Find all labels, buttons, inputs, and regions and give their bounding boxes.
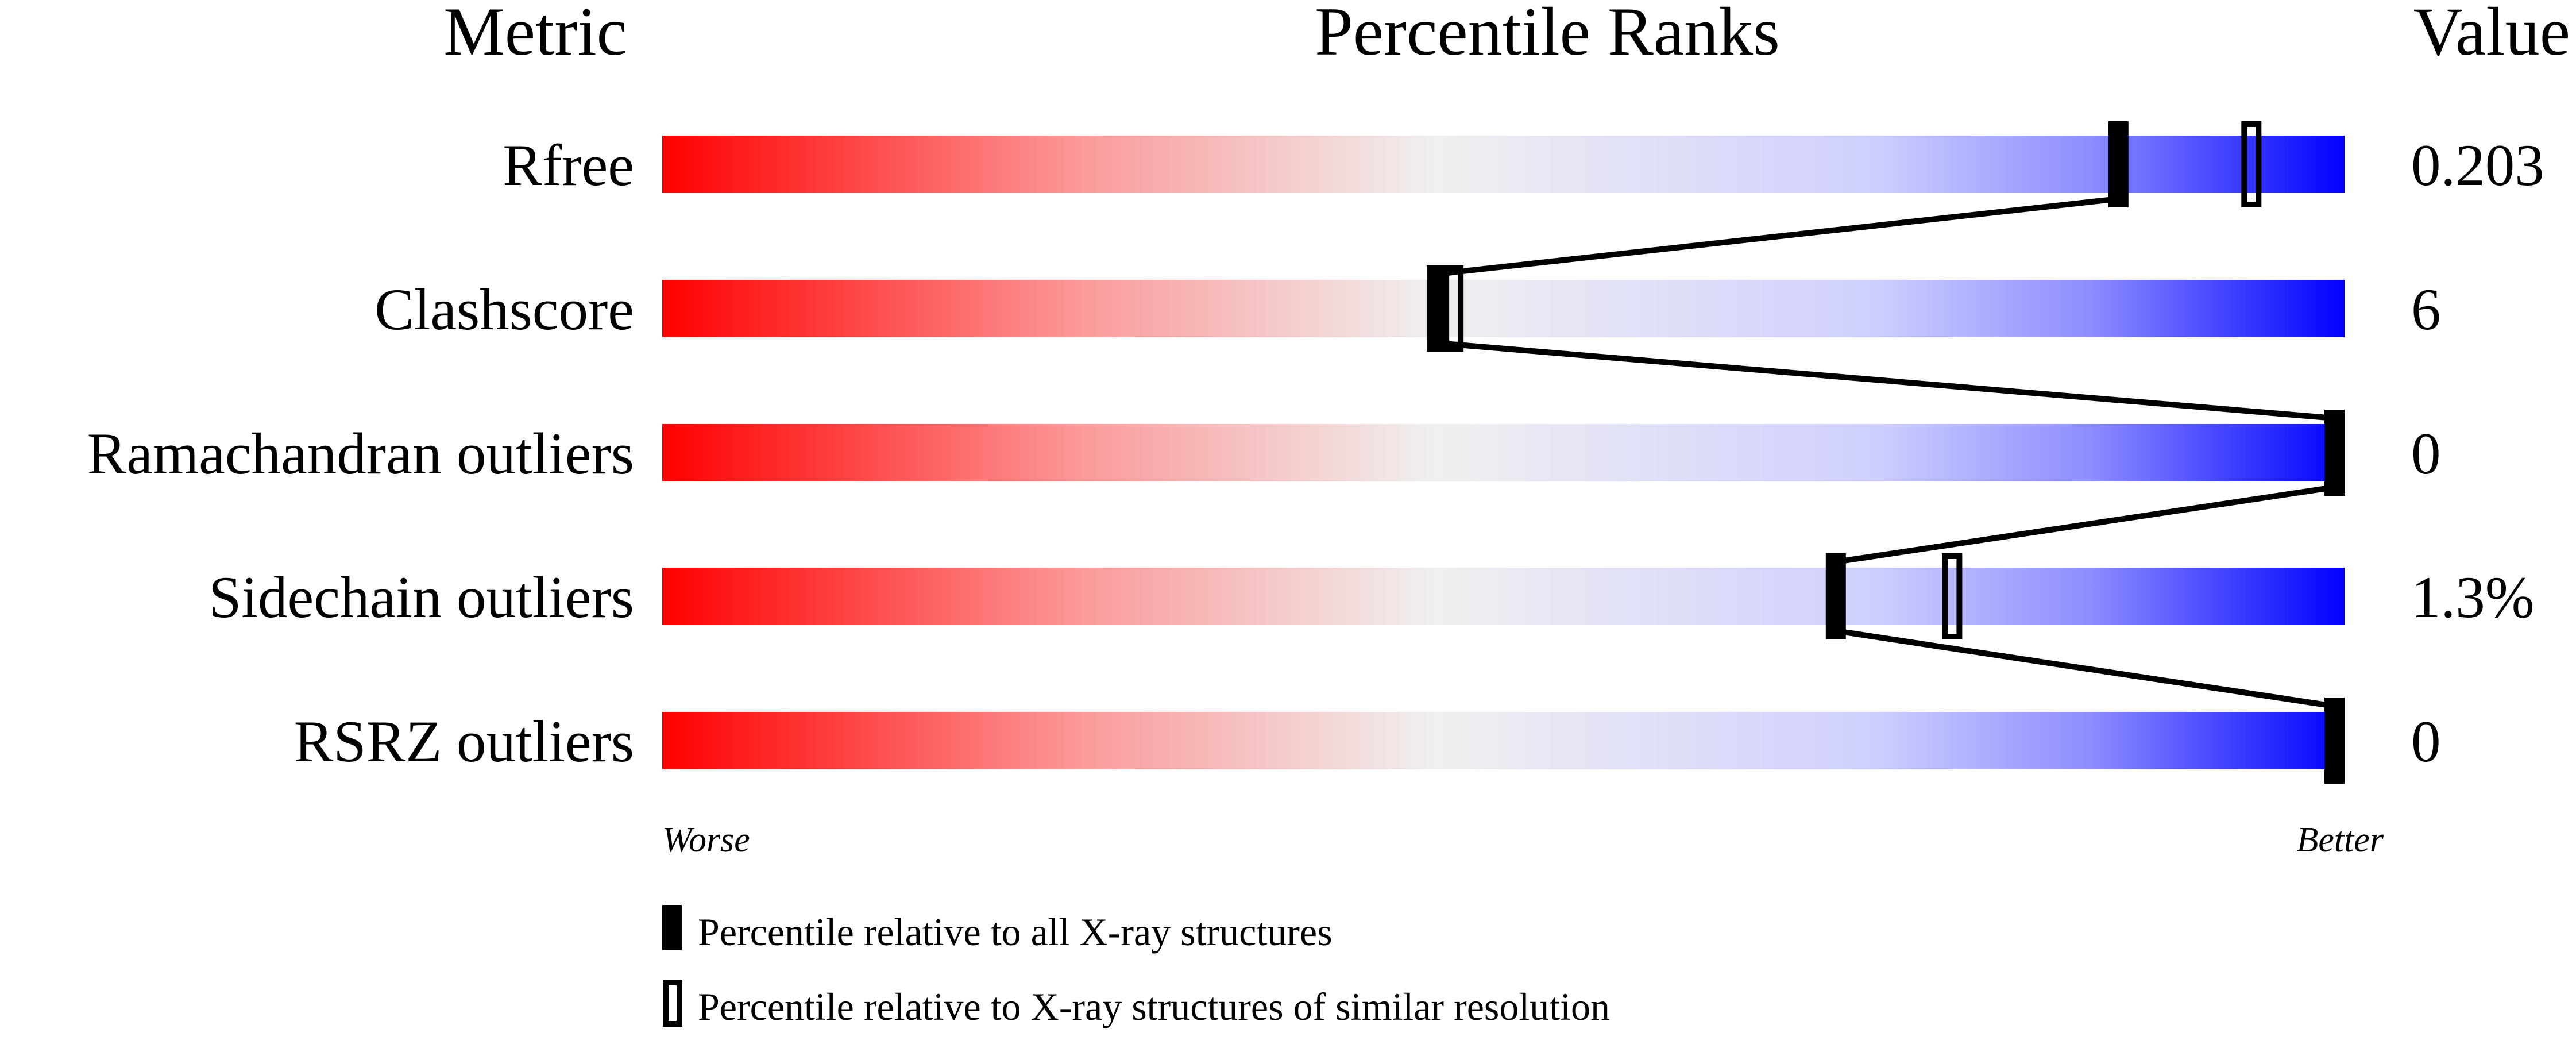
percentile-bar — [662, 424, 2345, 481]
metric-value: 6 — [2411, 277, 2441, 342]
metric-value: 0 — [2411, 421, 2441, 487]
header-metric: Metric — [443, 0, 627, 70]
metric-label: Sidechain outliers — [208, 565, 634, 630]
legend: Percentile relative to all X-ray structu… — [662, 905, 1610, 1028]
connector-line — [1835, 628, 2335, 709]
legend-filled-marker — [662, 905, 682, 950]
percentile-bar — [662, 280, 2345, 337]
marker-all-structures — [2324, 698, 2345, 784]
marker-all-structures — [2324, 410, 2345, 496]
marker-similar-resolution — [2241, 121, 2262, 207]
legend-open-marker — [663, 980, 682, 1027]
percentile-bar — [662, 136, 2345, 193]
marker-all-structures — [2108, 121, 2129, 207]
metric-value: 1.3% — [2411, 565, 2535, 630]
header-value: Value — [2413, 0, 2570, 70]
marker-all-structures — [1825, 553, 1846, 639]
metric-value: 0 — [2411, 709, 2441, 775]
legend-label-similar: Percentile relative to X-ray structures … — [698, 985, 1610, 1028]
connector-line — [1835, 484, 2335, 565]
metric-label: Rfree — [503, 133, 634, 198]
connector-line — [1436, 196, 2119, 277]
metric-label: RSRZ outliers — [294, 709, 634, 775]
metric-label: Clashscore — [374, 277, 634, 342]
legend-label-all: Percentile relative to all X-ray structu… — [698, 910, 1333, 954]
header-percentile-ranks: Percentile Ranks — [1315, 0, 1780, 70]
marker-all-structures — [1427, 265, 1447, 352]
percentile-bar — [662, 568, 2345, 625]
axis-label-better: Better — [2297, 820, 2384, 860]
connector-line — [1436, 340, 2335, 421]
metric-label: Ramachandran outliers — [87, 421, 634, 487]
percentile-bar — [662, 712, 2345, 769]
metric-value: 0.203 — [2411, 133, 2544, 198]
axis-label-worse: Worse — [662, 820, 750, 860]
marker-similar-resolution — [1942, 553, 1963, 639]
